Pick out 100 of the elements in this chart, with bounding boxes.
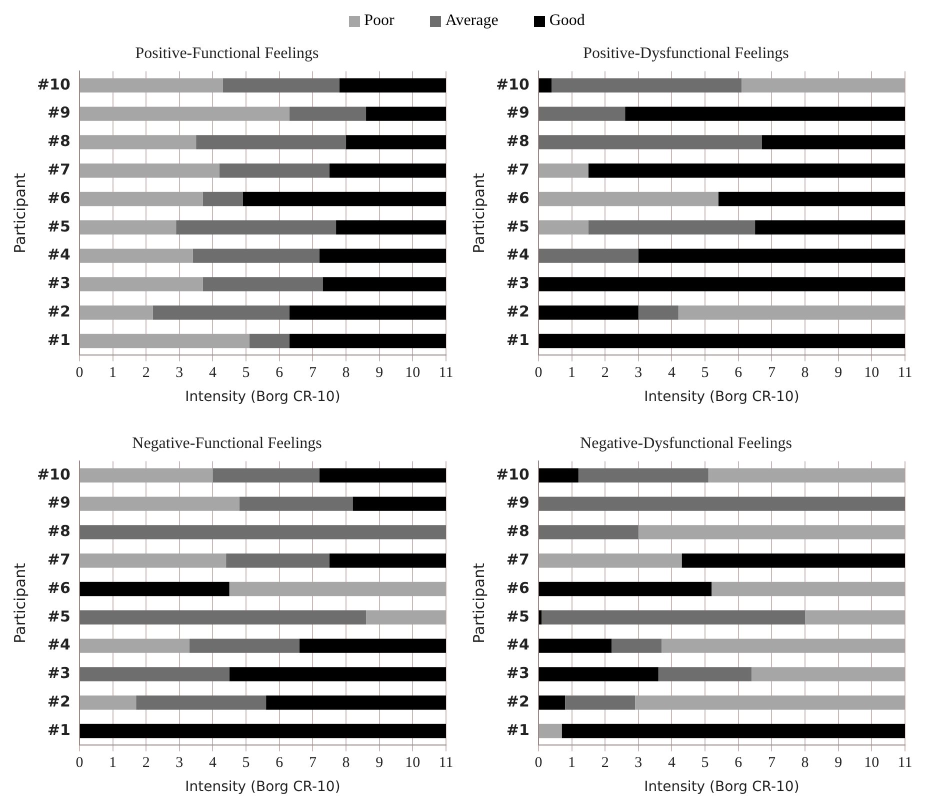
x-tick-label: 1	[568, 755, 576, 772]
x-tick-label: 5	[701, 755, 709, 772]
x-axis-title: Intensity (Borg CR-10)	[185, 779, 340, 796]
y-tick-label: #6	[47, 578, 70, 597]
x-tick-label: 8	[342, 365, 350, 382]
x-tick-label: 7	[308, 365, 317, 382]
x-tick-label: 6	[276, 365, 284, 382]
bar	[196, 135, 346, 150]
bar	[80, 638, 190, 653]
bar	[80, 554, 226, 568]
y-tick-label: #10	[36, 75, 70, 94]
y-tick-label: #1	[47, 720, 70, 739]
y-tick-label: #5	[47, 607, 70, 626]
x-tick-label: 8	[801, 755, 809, 772]
x-tick-label: 4	[208, 365, 217, 382]
x-axis-title: Intensity (Borg CR-10)	[644, 779, 800, 796]
bar	[189, 638, 300, 653]
bar	[336, 220, 446, 234]
bar	[136, 696, 266, 710]
bar	[80, 220, 176, 234]
bar	[658, 667, 752, 682]
bar	[762, 135, 905, 150]
x-tick-label: 0	[76, 365, 84, 382]
chart-title: Positive-Dysfunctional Feelings	[583, 44, 789, 62]
bar	[80, 667, 230, 682]
x-tick-label: 11	[898, 365, 912, 382]
bar	[538, 610, 542, 624]
bar	[662, 638, 905, 653]
x-tick-label: 6	[276, 755, 284, 772]
bar	[229, 667, 446, 682]
bar	[329, 164, 446, 178]
bar	[80, 334, 250, 348]
bar	[708, 468, 905, 482]
x-tick-label: 1	[568, 365, 576, 382]
chart-title: Negative-Dysfunctional Feelings	[580, 434, 792, 452]
bar	[289, 306, 446, 320]
x-tick-label: 7	[308, 755, 317, 772]
bar	[805, 610, 905, 624]
bar	[352, 496, 446, 511]
x-tick-label: 2	[142, 755, 150, 772]
x-tick-label: 1	[109, 365, 117, 382]
y-tick-label: #5	[506, 607, 530, 626]
bar	[80, 582, 230, 596]
x-tick-label: 10	[864, 755, 880, 772]
bar	[229, 582, 446, 596]
x-tick-label: 11	[898, 755, 912, 772]
y-tick-label: #2	[47, 302, 70, 320]
chart-title: Positive-Functional Feelings	[135, 44, 319, 62]
y-tick-label: #5	[47, 217, 70, 236]
bar	[80, 610, 366, 624]
bar	[80, 135, 196, 150]
bar	[752, 667, 905, 682]
x-axis-title: Intensity (Borg CR-10)	[644, 389, 800, 406]
bar	[239, 496, 353, 511]
bar	[538, 554, 682, 568]
y-tick-label: #8	[47, 132, 70, 150]
x-tick-label: 3	[176, 755, 184, 772]
y-tick-label: #2	[506, 692, 530, 710]
bar	[755, 220, 905, 234]
y-tick-label: #10	[496, 75, 530, 94]
y-tick-label: #7	[47, 160, 70, 178]
bar	[80, 192, 203, 206]
bar	[538, 192, 718, 206]
bar	[588, 220, 756, 234]
bar	[538, 638, 612, 653]
bar	[538, 525, 638, 540]
y-tick-label: #9	[506, 494, 530, 512]
x-tick-label: 8	[342, 755, 350, 772]
bar	[80, 277, 203, 292]
bar	[80, 164, 220, 178]
chart-title: Negative-Functional Feelings	[132, 434, 322, 452]
y-tick-label: #8	[47, 522, 70, 540]
x-tick-label: 11	[438, 365, 454, 382]
x-tick-label: 1	[109, 755, 117, 772]
bar	[339, 78, 446, 92]
bar	[538, 667, 658, 682]
y-tick-label: #1	[506, 330, 530, 349]
bar	[565, 696, 636, 710]
x-axis-title: Intensity (Borg CR-10)	[185, 389, 340, 406]
y-axis-title: Participant	[10, 172, 29, 254]
bar	[80, 106, 290, 121]
y-tick-label: #6	[506, 578, 530, 597]
bar	[542, 610, 806, 624]
x-tick-label: 4	[208, 755, 217, 772]
x-tick-label: 2	[601, 365, 609, 382]
bar	[80, 696, 136, 710]
bar	[226, 554, 330, 568]
y-axis-title: Participant	[470, 562, 488, 644]
bar	[712, 582, 905, 596]
bar	[299, 638, 446, 653]
bar	[578, 468, 708, 482]
x-tick-label: 7	[768, 365, 776, 382]
x-tick-label: 9	[834, 365, 842, 382]
y-tick-label: #9	[506, 104, 530, 122]
bar	[366, 610, 446, 624]
bar	[538, 135, 762, 150]
bar	[329, 554, 446, 568]
y-tick-label: #4	[506, 246, 530, 264]
x-tick-label: 0	[76, 755, 84, 772]
bar	[219, 164, 330, 178]
